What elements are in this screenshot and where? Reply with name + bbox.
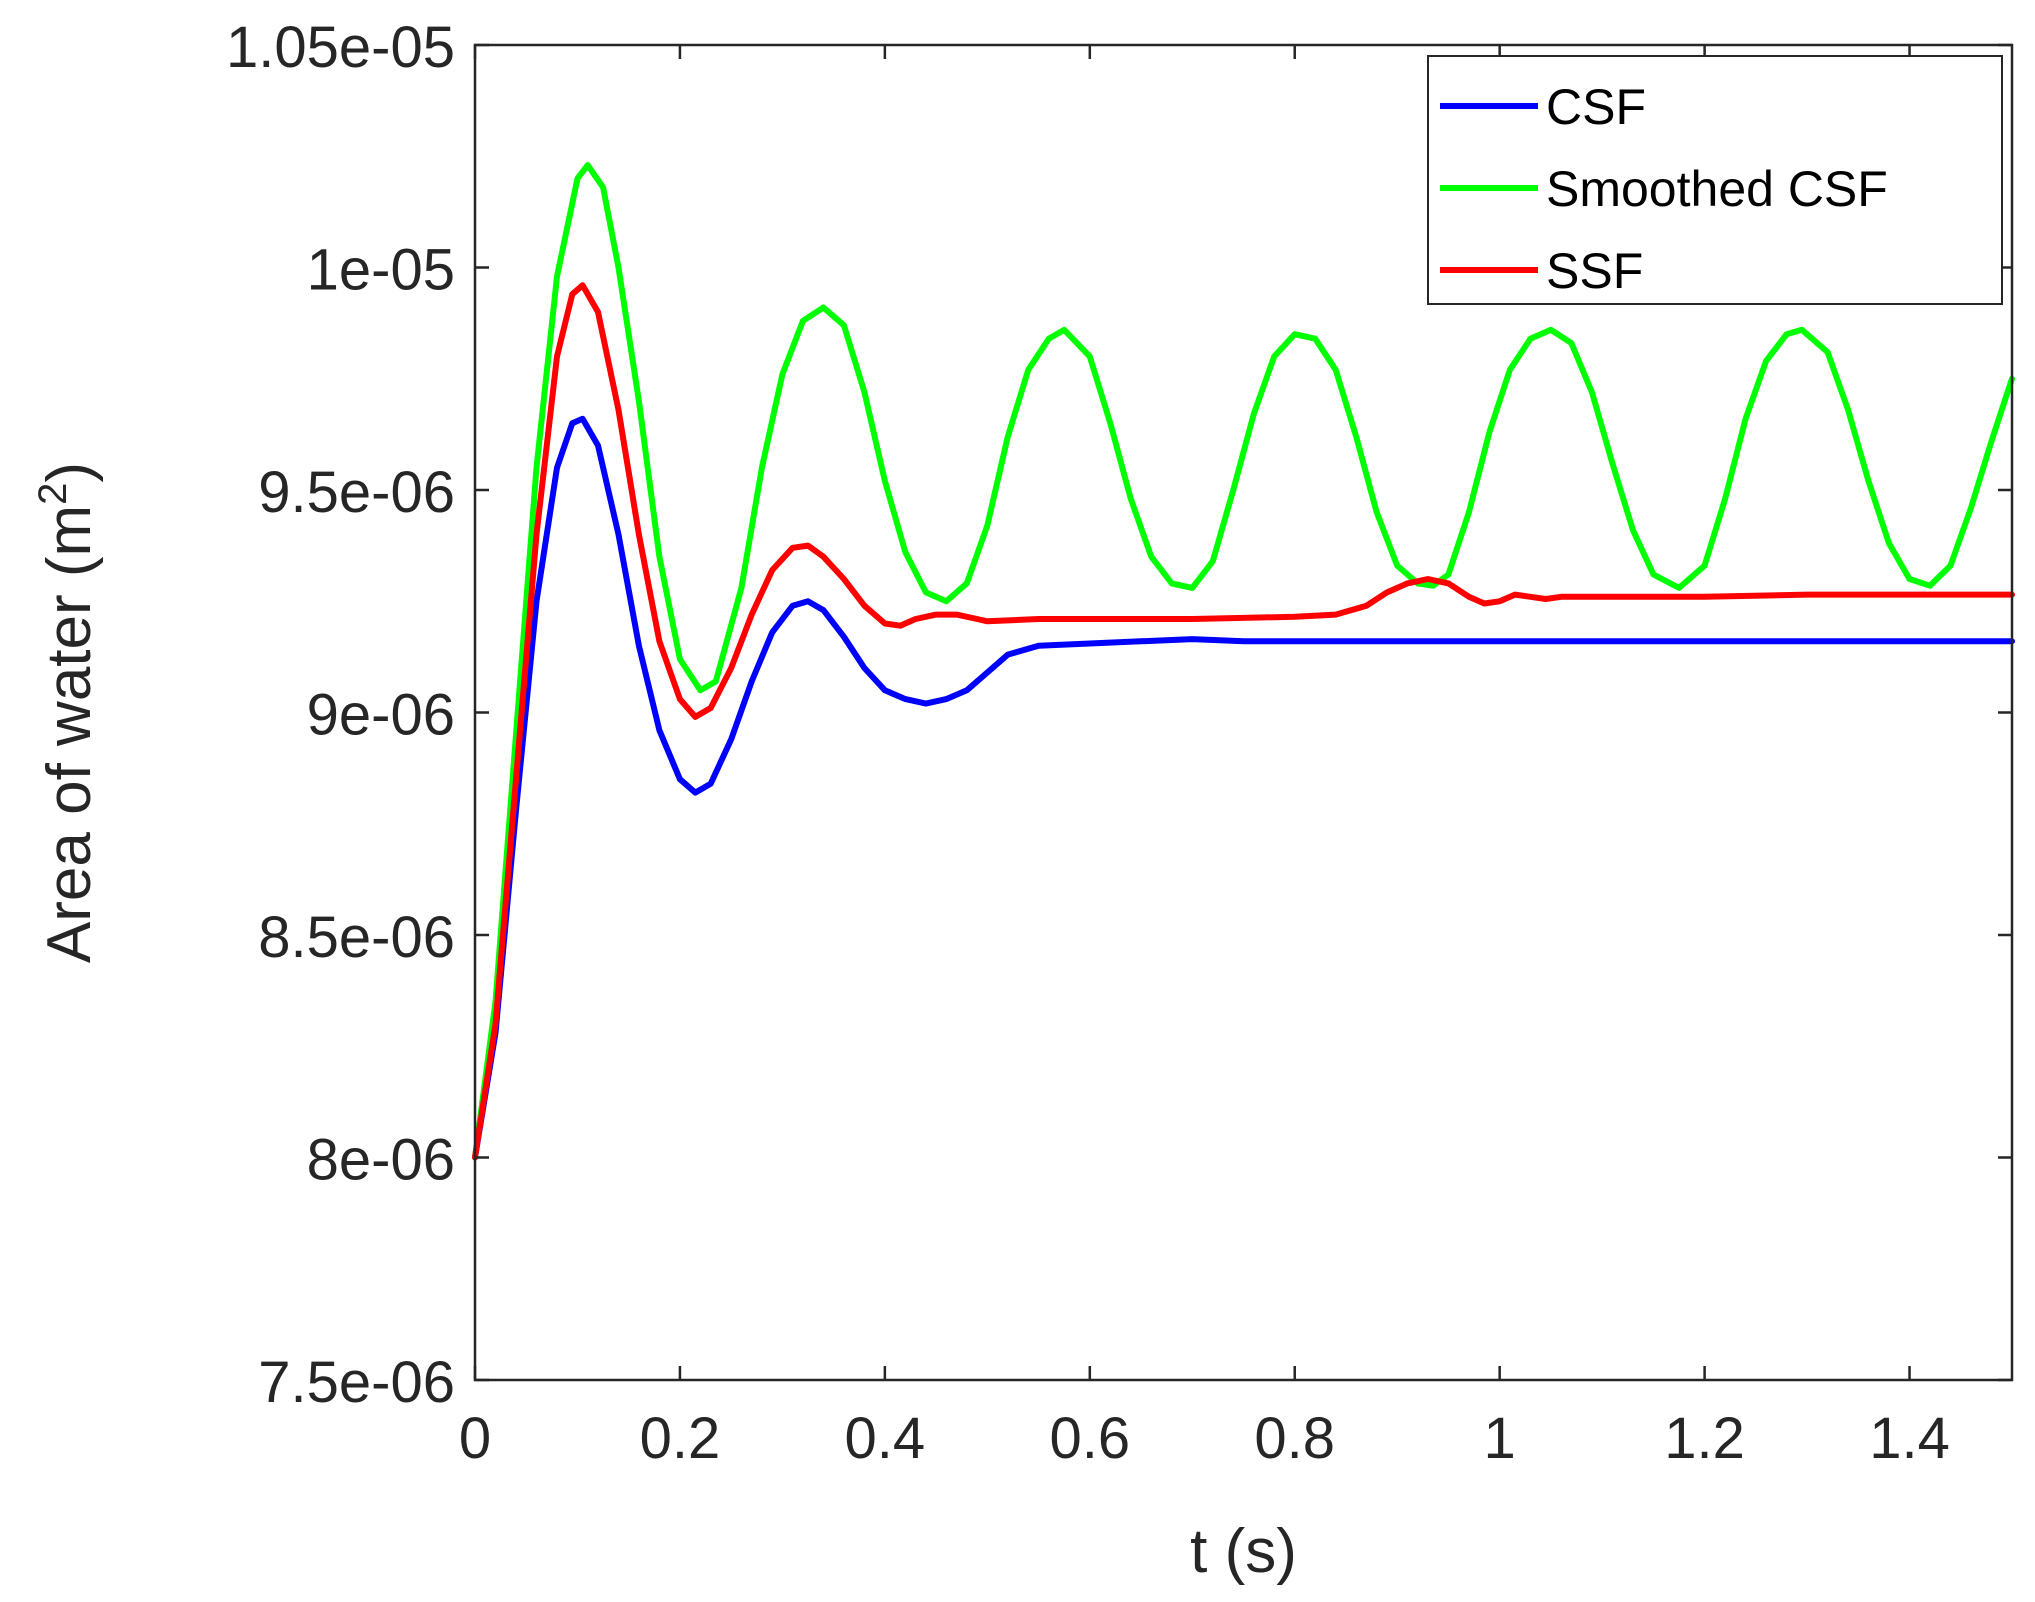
y-tick-label: 8.5e-06 (258, 905, 455, 970)
series-line-0 (472, 415, 2015, 1161)
y-axis-label: Area of water (m2) (31, 462, 104, 963)
x-tick-label: 0.8 (1254, 1406, 1335, 1471)
x-tick-label: 0.2 (640, 1406, 721, 1471)
y-axis: 7.5e-06 8e-06 8.5e-06 9e-06 9.5e-06 1e-05 1.05… (226, 15, 2012, 1415)
x-axis-label: t (s) (1190, 1517, 1297, 1586)
y-tick-label: 1.05e-05 (226, 15, 455, 80)
x-tick-label: 0.6 (1049, 1406, 1130, 1471)
plot-area (472, 162, 2015, 1161)
y-tick-label: 9.5e-06 (258, 460, 455, 525)
x-tick-label: 0.4 (845, 1406, 926, 1471)
y-axis-label-text: Area of water (m (35, 505, 104, 963)
x-tick-label: 1 (1484, 1406, 1516, 1471)
x-tick-label: 0 (459, 1406, 491, 1471)
legend-label-1: Smoothed CSF (1546, 161, 1888, 217)
y-axis-label-close: ) (35, 462, 104, 483)
y-tick-label: 8e-06 (307, 1128, 455, 1193)
y-tick-label: 1e-05 (307, 238, 455, 303)
legend-label-0: CSF (1546, 79, 1646, 135)
x-tick-label: 1.2 (1664, 1406, 1745, 1471)
legend-box (1427, 55, 2003, 305)
series-line-2 (472, 282, 2015, 1161)
series-line-1 (472, 162, 2015, 1161)
x-axis: 0 0.2 0.4 0.6 0.8 1 1.2 1.4 (459, 45, 1950, 1471)
legend: CSF Smoothed CSF SSF (1427, 55, 2003, 305)
x-tick-label: 1.4 (1869, 1406, 1950, 1471)
y-axis-label-superscript: 2 (31, 483, 75, 505)
y-tick-label: 9e-06 (307, 683, 455, 748)
y-tick-label: 7.5e-06 (258, 1350, 455, 1415)
legend-label-2: SSF (1546, 243, 1643, 299)
